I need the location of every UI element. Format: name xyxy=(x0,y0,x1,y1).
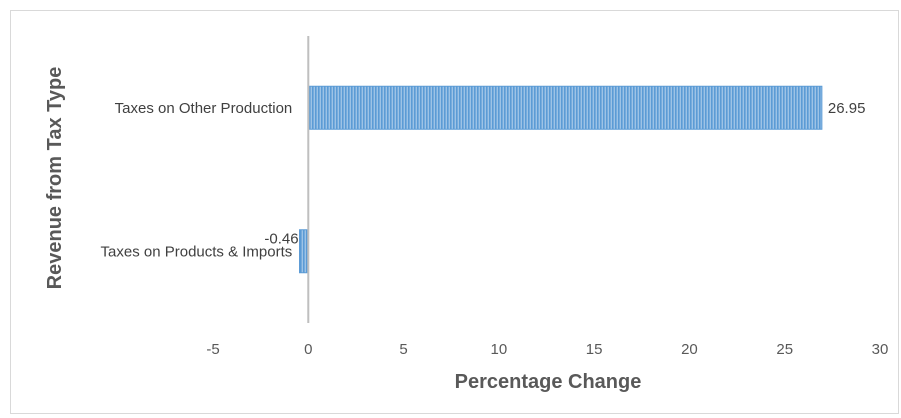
x-tick-label: 5 xyxy=(399,341,407,358)
x-tick-label: 10 xyxy=(491,341,508,358)
x-tick-label: 15 xyxy=(586,341,603,358)
category-labels: Taxes on Other Production Taxes on Produc… xyxy=(101,100,293,261)
data-labels: 26.95 -0.46 xyxy=(264,100,865,248)
bar xyxy=(307,85,823,130)
y-axis-title: Revenue from Tax Type xyxy=(44,67,66,290)
data-label: -0.46 xyxy=(264,230,298,247)
x-tick-label: 25 xyxy=(776,341,793,358)
x-axis-title: Percentage Change xyxy=(455,371,642,393)
x-tick-label: 30 xyxy=(872,341,889,358)
x-tick-label: -5 xyxy=(206,341,219,358)
bar xyxy=(299,229,309,274)
x-tick-label: 0 xyxy=(304,341,312,358)
category-label: Taxes on Products & Imports xyxy=(101,243,293,260)
data-label: 26.95 xyxy=(828,100,866,117)
category-label: Taxes on Other Production xyxy=(115,100,293,117)
chart-frame xyxy=(10,10,899,414)
bars-group xyxy=(299,85,823,274)
x-tick-label: 20 xyxy=(681,341,698,358)
x-tick-labels: -5 0 5 10 15 20 25 30 xyxy=(206,341,888,358)
